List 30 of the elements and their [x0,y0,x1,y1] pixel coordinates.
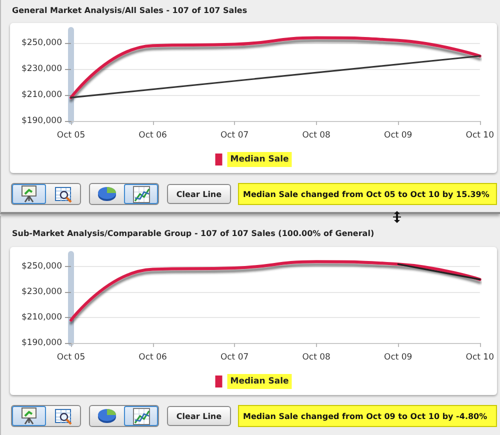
x-tick-label: Oct 06 [138,352,167,362]
x-tick-label: Oct 09 [384,352,412,362]
x-tick-label: Oct 05 [56,130,86,140]
text-button: Clear Line [167,406,231,426]
x-tick-label: Oct 10 [466,130,494,140]
y-tick-label: $250,000 [21,262,62,272]
line-series [70,260,482,322]
y-tick-label: $230,000 [21,64,62,74]
y-tick-label: $210,000 [21,90,62,100]
chart-title: General Market Analysis/All Sales - 107 of 107 Sales [12,6,248,16]
x-tick-label: Oct 08 [302,352,330,362]
y-tick-label: $190,000 [21,338,62,348]
x-tick-label: Oct 07 [220,130,249,140]
line-series [70,36,482,100]
x-tick-label: Oct 05 [56,352,86,362]
text-button: Clear Line [167,184,231,204]
legend-label: Median Sale [230,376,289,386]
x-tick-label: Oct 10 [466,352,494,362]
x-tick-label: Oct 08 [302,130,330,140]
x-tick-label: Oct 09 [384,130,412,140]
y-tick-label: $190,000 [21,116,62,126]
y-tick-label: $230,000 [21,287,62,298]
text: Median Sale changed from Oct 05 to Oct 10 by 15.39% [238,183,497,205]
chart-title: Sub-Market Analysis/Comparable Group - 107 of 107 Sales (100.00% of General) [12,229,374,239]
y-tick-label: $210,000 [21,312,62,323]
x-tick-label: Oct 07 [220,352,249,362]
text: Median Sale changed from Oct 09 to Oct 10 by -4.80% [238,405,497,427]
y-tick-label: $250,000 [21,38,62,48]
legend-label: Median Sale [230,154,289,164]
x-tick-label: Oct 06 [138,130,167,140]
